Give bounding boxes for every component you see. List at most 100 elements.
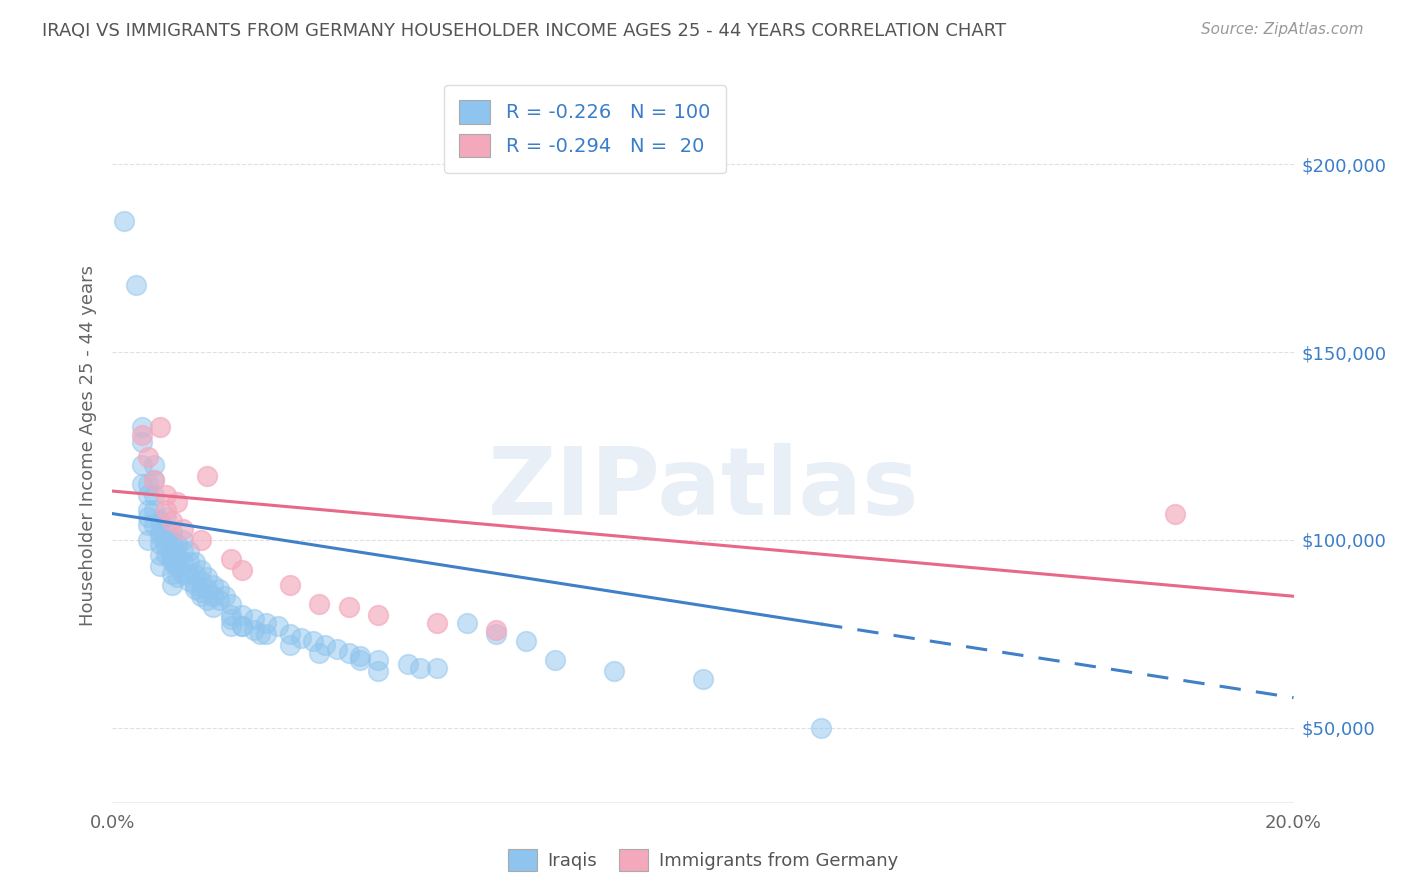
Point (179, 566, 201, 581)
Point (136, 488, 159, 502)
Point (179, 544, 201, 558)
Point (136, 517, 159, 532)
Point (195, 570, 218, 584)
Point (160, 566, 183, 581)
Point (810, 721, 832, 735)
Point (166, 559, 188, 574)
Point (201, 600, 224, 615)
Point (278, 638, 301, 652)
Point (155, 548, 177, 562)
Point (172, 533, 194, 547)
Point (426, 660, 449, 674)
Point (136, 450, 159, 465)
Point (166, 536, 188, 550)
Point (195, 593, 218, 607)
Point (166, 559, 188, 574)
Point (349, 653, 371, 667)
Point (160, 578, 183, 592)
Point (149, 514, 172, 528)
Point (231, 563, 253, 577)
Point (155, 533, 177, 547)
Point (131, 435, 153, 450)
Point (231, 619, 253, 633)
Point (208, 582, 231, 596)
Point (149, 529, 172, 543)
Point (308, 646, 330, 660)
Point (160, 544, 183, 558)
Point (1164, 507, 1187, 521)
Point (254, 627, 277, 641)
Point (326, 641, 349, 656)
Point (149, 548, 172, 562)
Point (190, 574, 212, 589)
Point (155, 541, 177, 555)
Point (142, 517, 165, 532)
Point (184, 556, 207, 570)
Point (179, 574, 201, 589)
Point (155, 510, 177, 524)
Point (278, 627, 301, 641)
Point (195, 469, 218, 483)
Point (302, 634, 325, 648)
Point (112, 213, 135, 227)
Point (160, 514, 183, 528)
Point (367, 653, 389, 667)
Point (201, 578, 224, 592)
Point (337, 646, 360, 660)
Point (267, 619, 290, 633)
Point (149, 420, 172, 434)
Point (254, 615, 277, 630)
Point (155, 522, 177, 536)
Point (367, 607, 389, 622)
Point (166, 548, 188, 562)
Point (243, 612, 266, 626)
Point (131, 476, 153, 491)
Point (190, 563, 212, 577)
Point (396, 657, 419, 671)
Point (603, 665, 626, 679)
Point (190, 585, 212, 599)
Point (160, 525, 183, 540)
Point (142, 473, 165, 487)
Point (172, 544, 194, 558)
Point (142, 488, 165, 502)
Point (337, 600, 360, 615)
Point (219, 619, 242, 633)
Point (125, 277, 148, 292)
Point (136, 476, 159, 491)
Legend: Iraqis, Immigrants from Germany: Iraqis, Immigrants from Germany (501, 842, 905, 879)
Point (290, 631, 312, 645)
Point (219, 607, 242, 622)
Point (155, 488, 177, 502)
Text: ZIPatlas: ZIPatlas (488, 442, 918, 535)
Point (219, 597, 242, 611)
Point (136, 503, 159, 517)
Point (243, 623, 266, 637)
Point (131, 458, 153, 472)
Point (195, 582, 218, 596)
Point (149, 536, 172, 550)
Point (184, 578, 207, 592)
Point (349, 649, 371, 664)
Point (184, 582, 207, 596)
Point (149, 525, 172, 540)
Point (231, 607, 253, 622)
Text: IRAQI VS IMMIGRANTS FROM GERMANY HOUSEHOLDER INCOME AGES 25 - 44 YEARS CORRELATI: IRAQI VS IMMIGRANTS FROM GERMANY HOUSEHO… (42, 22, 1007, 40)
Point (308, 597, 330, 611)
Point (219, 612, 242, 626)
Point (155, 503, 177, 517)
Point (160, 556, 183, 570)
Point (136, 510, 159, 524)
Point (408, 660, 430, 674)
Point (544, 653, 567, 667)
Point (179, 556, 201, 570)
Point (278, 578, 301, 592)
Point (485, 623, 508, 637)
Point (208, 593, 231, 607)
Point (231, 619, 253, 633)
Point (456, 615, 478, 630)
Point (214, 589, 236, 603)
Point (485, 627, 508, 641)
Y-axis label: Householder Income Ages 25 - 44 years: Householder Income Ages 25 - 44 years (79, 266, 97, 626)
Point (426, 615, 449, 630)
